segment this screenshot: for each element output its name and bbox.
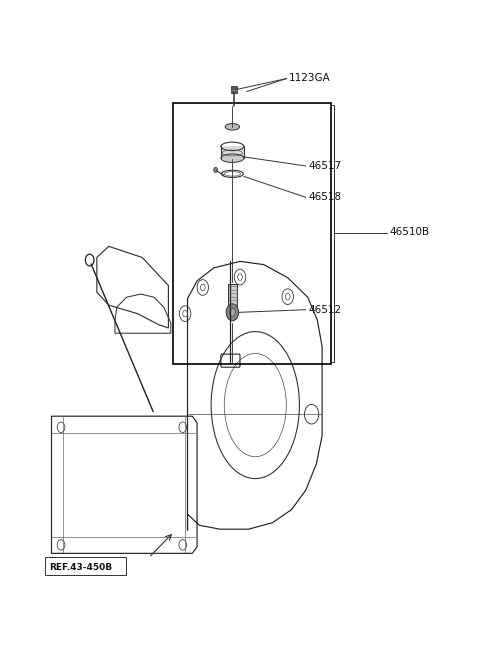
Circle shape: [229, 308, 235, 316]
Text: 46512: 46512: [308, 304, 341, 315]
Text: 1123GA: 1123GA: [289, 73, 331, 83]
Circle shape: [214, 167, 217, 173]
Bar: [228, 283, 237, 310]
Bar: [231, 87, 237, 93]
Ellipse shape: [221, 154, 244, 163]
Text: REF.43-450B: REF.43-450B: [49, 564, 112, 572]
Bar: [45, 557, 126, 575]
Bar: [221, 146, 244, 158]
Circle shape: [226, 304, 239, 321]
Ellipse shape: [225, 123, 240, 130]
Text: 46517: 46517: [308, 161, 341, 171]
Text: 46510B: 46510B: [389, 227, 430, 237]
Text: 46518: 46518: [308, 192, 341, 202]
Bar: [173, 102, 331, 364]
